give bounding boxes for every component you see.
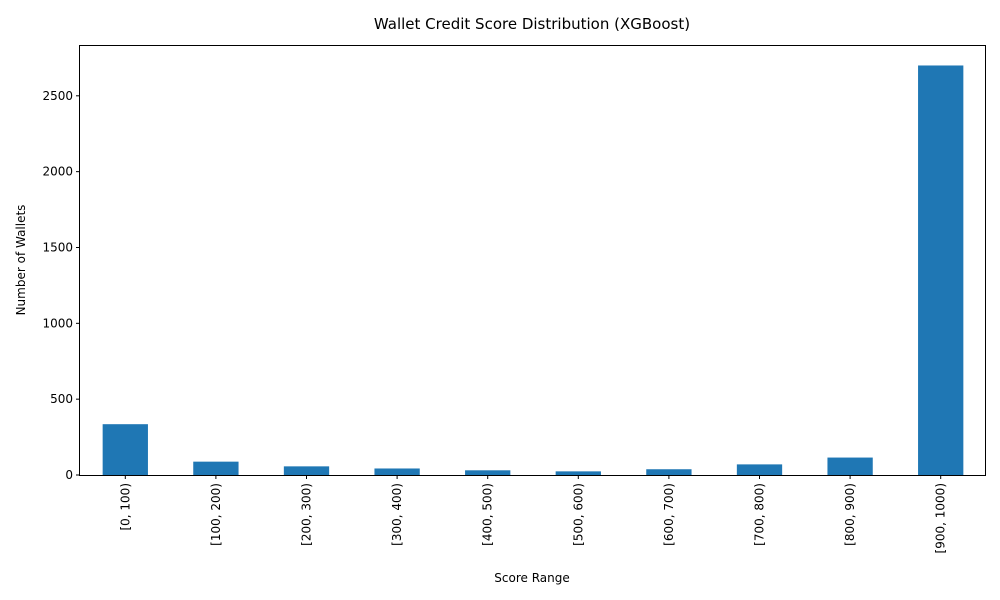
x-tick-label-9: [900, 1000) bbox=[934, 483, 948, 553]
x-axis-ticks: [0, 100) [100, 200) [200, 300) [300, 400) [4… bbox=[118, 475, 948, 553]
x-tick-label-8: [800, 900) bbox=[843, 483, 857, 546]
x-tick-label-0: [0, 100) bbox=[118, 483, 132, 531]
chart-title: Wallet Credit Score Distribution (XGBoos… bbox=[374, 15, 690, 33]
y-tick-label-2: 1000 bbox=[42, 316, 73, 330]
y-axis-ticks: 0 500 1000 1500 2000 2500 bbox=[42, 89, 80, 482]
x-tick-label-3: [300, 400) bbox=[390, 483, 404, 546]
bar-5 bbox=[555, 471, 601, 475]
bars-group bbox=[102, 65, 964, 475]
bar-6 bbox=[646, 469, 692, 475]
y-axis-label: Number of Wallets bbox=[14, 205, 28, 316]
bar-3 bbox=[374, 468, 420, 475]
x-tick-label-5: [500, 600) bbox=[571, 483, 585, 546]
y-tick-label-1: 500 bbox=[50, 392, 73, 406]
x-tick-label-1: [100, 200) bbox=[209, 483, 223, 546]
x-axis-label: Score Range bbox=[494, 571, 569, 585]
y-tick-label-0: 0 bbox=[65, 468, 73, 482]
bar-8 bbox=[827, 457, 873, 475]
x-tick-label-7: [700, 800) bbox=[753, 483, 767, 546]
bar-4 bbox=[465, 470, 511, 475]
bar-1 bbox=[193, 461, 239, 475]
x-tick-label-6: [600, 700) bbox=[662, 483, 676, 546]
bar-0 bbox=[102, 424, 148, 475]
x-tick-label-4: [400, 500) bbox=[481, 483, 495, 546]
y-tick-label-3: 1500 bbox=[42, 240, 73, 254]
x-tick-label-2: [200, 300) bbox=[300, 483, 314, 546]
y-tick-label-4: 2000 bbox=[42, 165, 73, 179]
bar-9 bbox=[918, 65, 964, 475]
plot-frame bbox=[79, 45, 986, 476]
y-tick-label-5: 2500 bbox=[42, 89, 73, 103]
bar-2 bbox=[283, 466, 330, 475]
bar-7 bbox=[736, 464, 783, 475]
